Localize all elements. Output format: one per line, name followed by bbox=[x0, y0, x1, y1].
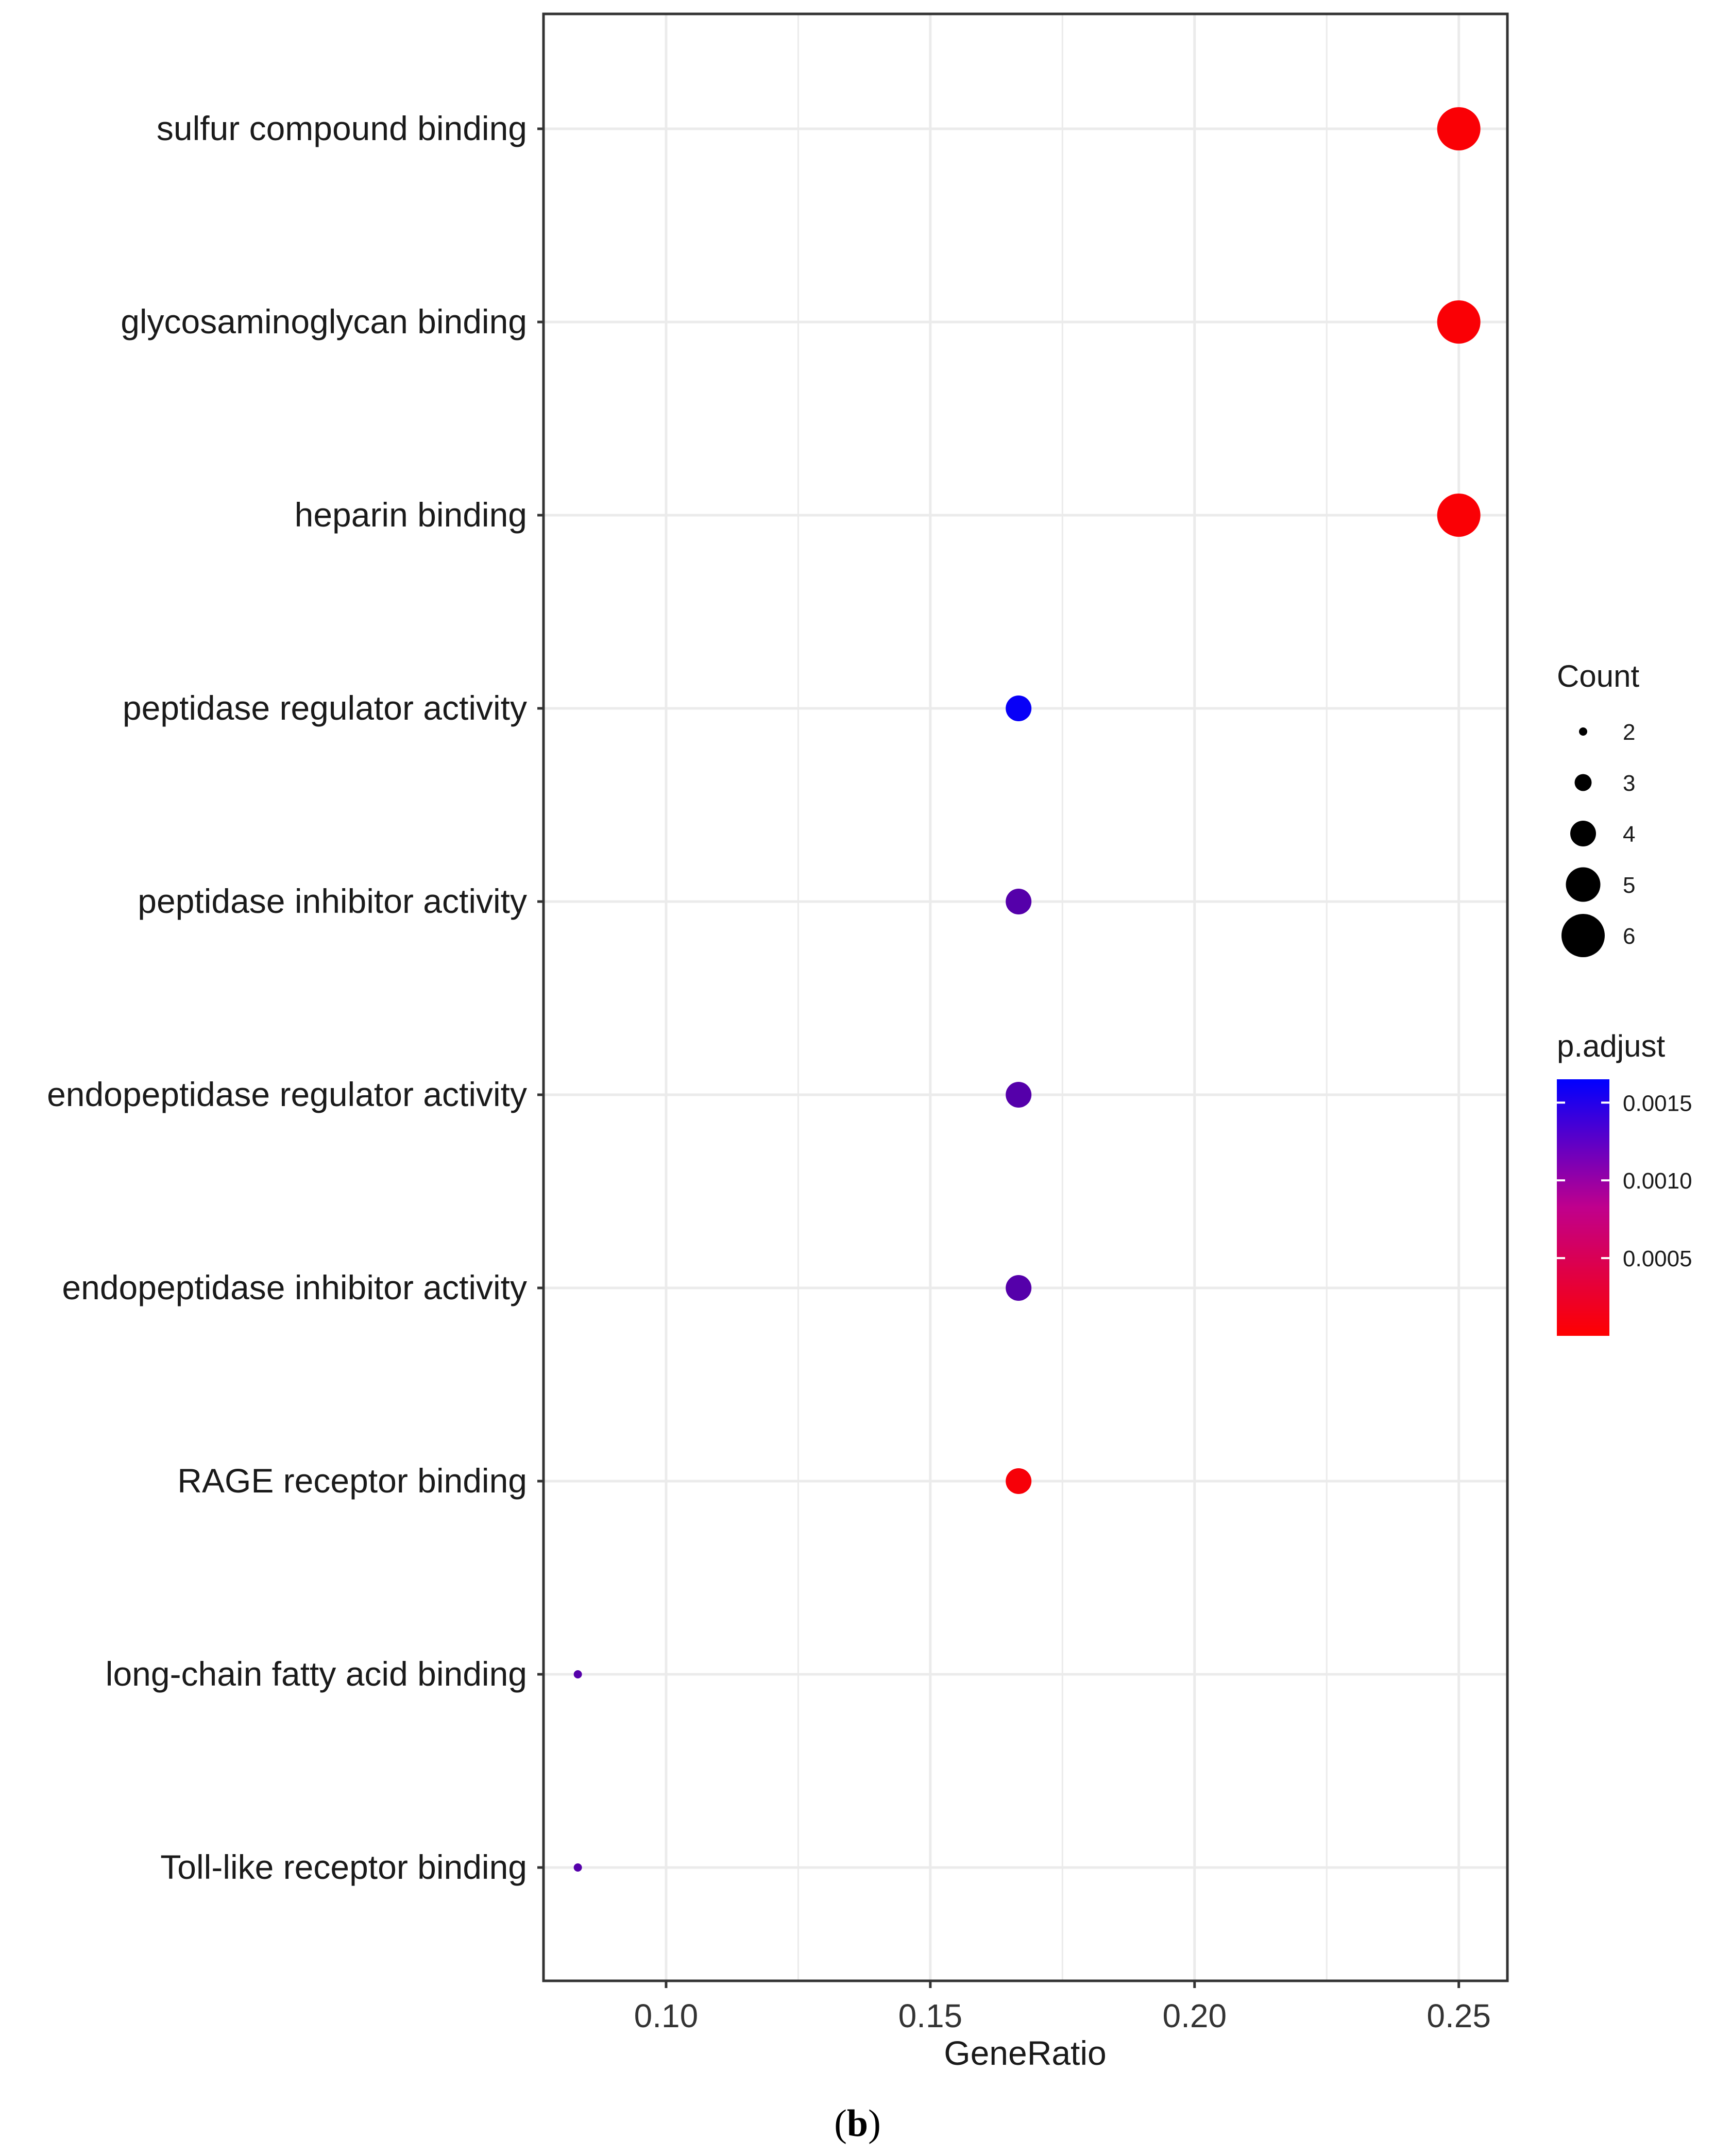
data-point bbox=[573, 1670, 582, 1678]
y-category-label: heparin binding bbox=[295, 496, 527, 534]
size-legend-key bbox=[1574, 774, 1592, 791]
x-tick-label: 0.25 bbox=[1427, 1997, 1491, 2034]
size-legend-key bbox=[1561, 914, 1605, 957]
data-point bbox=[1006, 695, 1032, 721]
y-category-label: endopeptidase regulator activity bbox=[47, 1075, 527, 1113]
x-tick-label: 0.20 bbox=[1162, 1997, 1227, 2034]
y-category-label: peptidase inhibitor activity bbox=[138, 882, 527, 920]
data-point bbox=[1006, 1468, 1032, 1494]
data-point bbox=[1006, 1082, 1032, 1108]
x-axis-ticks: 0.10 0.15 0.20 0.25 bbox=[634, 1981, 1491, 2034]
y-category-label: RAGE receptor binding bbox=[177, 1462, 527, 1500]
y-category-label: sulfur compound binding bbox=[157, 109, 527, 147]
size-legend-title: Count bbox=[1557, 659, 1639, 693]
size-legend-label: 2 bbox=[1623, 720, 1635, 745]
caption-close: ) bbox=[868, 2102, 881, 2145]
colorbar-tick-label: 0.0005 bbox=[1623, 1246, 1692, 1271]
colorbar-tick-label: 0.0015 bbox=[1623, 1091, 1692, 1116]
size-legend-key bbox=[1570, 821, 1596, 846]
data-point bbox=[1437, 300, 1481, 344]
color-legend-title: p.adjust bbox=[1557, 1029, 1665, 1063]
size-legend-label: 5 bbox=[1623, 873, 1635, 898]
x-axis-title: GeneRatio bbox=[944, 2034, 1107, 2072]
y-category-label: Toll-like receptor binding bbox=[160, 1848, 527, 1886]
data-point bbox=[1006, 889, 1032, 914]
size-legend-key bbox=[1566, 867, 1601, 902]
panel-border bbox=[542, 12, 1509, 1982]
y-category-label: endopeptidase inhibitor activity bbox=[62, 1268, 527, 1306]
color-legend: p.adjust 0.0015 0.0010 0.0005 bbox=[1557, 1029, 1692, 1336]
x-tick-label: 0.10 bbox=[634, 1997, 699, 2034]
x-tick-label: 0.15 bbox=[898, 1997, 963, 2034]
data-point bbox=[1437, 494, 1481, 537]
y-category-label: peptidase regulator activity bbox=[123, 689, 527, 727]
caption-letter: b bbox=[846, 2102, 869, 2145]
size-legend: Count 2 3 4 5 6 bbox=[1557, 659, 1639, 957]
caption-open: ( bbox=[834, 2102, 847, 2145]
colorbar bbox=[1557, 1079, 1609, 1336]
size-legend-label: 3 bbox=[1623, 771, 1635, 796]
data-point bbox=[573, 1863, 582, 1872]
y-category-label: glycosaminoglycan binding bbox=[121, 302, 527, 341]
y-axis-labels: sulfur compound binding glycosaminoglycan… bbox=[47, 109, 544, 1886]
data-point bbox=[1437, 107, 1481, 150]
data-points bbox=[573, 107, 1481, 1872]
size-legend-key bbox=[1579, 727, 1587, 736]
y-category-label: long-chain fatty acid binding bbox=[106, 1655, 527, 1693]
size-legend-label: 6 bbox=[1623, 924, 1635, 949]
figure-caption: (b) bbox=[0, 2102, 1715, 2146]
colorbar-tick-label: 0.0010 bbox=[1623, 1168, 1692, 1194]
size-legend-label: 4 bbox=[1623, 822, 1635, 847]
data-point bbox=[1006, 1275, 1032, 1301]
